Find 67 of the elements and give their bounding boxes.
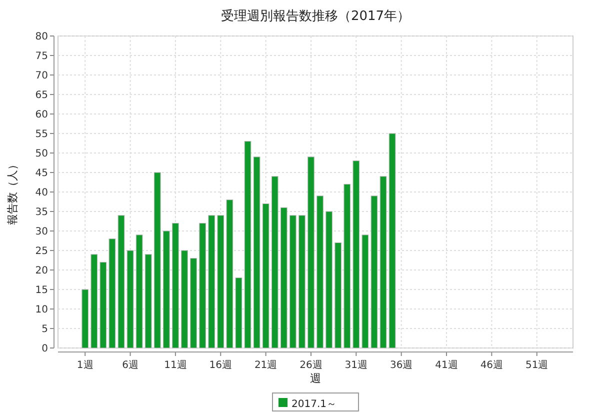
bar [271,176,278,348]
x-tick-label: 51週 [525,360,548,371]
bar [262,203,270,348]
y-tick-label: 45 [35,168,48,179]
bar [90,254,98,348]
legend-label: 2017.1～ [292,399,336,410]
y-tick-label: 30 [35,226,48,238]
y-tick-label: 65 [35,90,48,101]
bar [244,141,252,348]
x-tick-label: 36週 [390,360,413,371]
bar [352,160,360,348]
bar [308,156,314,348]
bar [172,222,179,348]
y-tick-label: 40 [35,188,48,198]
bar [217,215,224,348]
x-tick-label: 16週 [209,360,232,371]
x-tick-label: 1週 [76,360,94,371]
bar [253,156,260,348]
bar [334,242,342,348]
bar [326,211,333,348]
y-tick-label: 5 [42,324,48,335]
bar [388,133,396,348]
bar [181,250,188,348]
x-tick-label: 31週 [344,360,368,371]
bar [144,254,152,348]
x-tick-label: 11週 [164,360,187,371]
y-tick-label: 35 [35,207,48,218]
y-tick-label: 80 [35,32,48,42]
x-tick-label: 26週 [300,360,322,371]
x-tick-label: 6週 [122,360,138,371]
bar [82,289,89,348]
x-tick-label: 41週 [435,360,458,371]
bar [108,238,116,348]
y-tick-label: 25 [35,246,48,257]
bar [100,262,107,348]
bar [370,196,378,348]
bar [316,196,324,348]
y-tick-label: 0 [42,344,48,354]
y-tick-label: 70 [35,70,48,82]
x-tick-label: 21週 [254,360,278,371]
y-tick-label: 50 [35,148,48,160]
bar [154,172,161,348]
y-tick-label: 60 [35,110,48,120]
bar [126,250,134,348]
y-axis-title: 報告数（人） [6,159,19,225]
bar [344,184,351,348]
bar [362,234,369,348]
y-tick-label: 20 [35,266,48,276]
y-tick-label: 75 [35,51,48,62]
bar [199,222,206,348]
x-tick-label: 46週 [480,360,504,371]
bar [136,234,143,348]
bar [226,200,234,348]
bar [118,215,125,348]
bar [280,207,288,348]
bar [235,278,242,348]
x-axis-title: 週 [310,372,321,385]
bar [190,258,197,348]
bar [289,215,296,348]
y-tick-label: 15 [35,285,48,296]
bar [208,215,216,348]
y-tick-label: 55 [35,129,48,140]
y-tick-label: 10 [35,304,48,316]
chart-title: 受理週別報告数推移（2017年） [220,9,410,24]
bar [380,176,387,348]
bar [162,230,170,348]
bar [298,215,306,348]
